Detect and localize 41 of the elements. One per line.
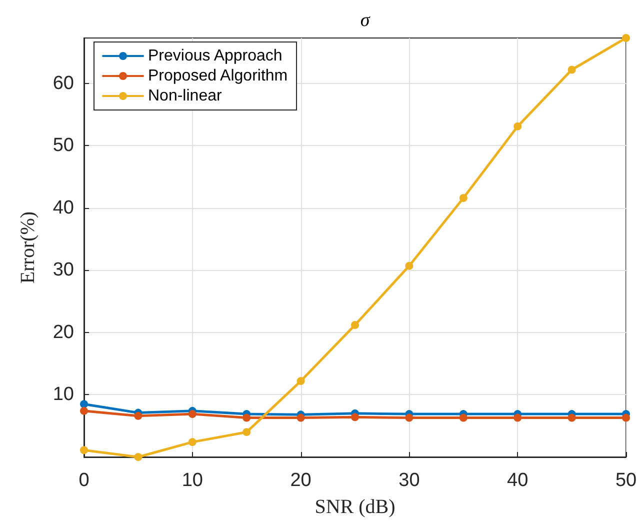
x-tick-label: 20	[290, 470, 312, 491]
x-tick-label: 40	[507, 470, 528, 491]
x-tick-label: 10	[182, 470, 203, 491]
y-axis-title: Error(%)	[17, 211, 39, 284]
x-axis-title: SNR (dB)	[314, 496, 396, 518]
x-tick-label: 30	[398, 470, 420, 491]
y-tick-label: 60	[52, 72, 74, 94]
point	[622, 414, 630, 422]
legend-label: Proposed Algorithm	[148, 68, 288, 84]
point	[568, 66, 576, 74]
point	[405, 414, 414, 422]
point	[351, 321, 359, 330]
point	[188, 438, 196, 446]
point	[351, 413, 359, 422]
y-tick-label: 30	[52, 260, 74, 281]
point	[134, 453, 142, 461]
point	[514, 122, 522, 130]
legend-label: Previous Approach	[148, 48, 282, 64]
legend-label: Non-linear	[148, 88, 222, 104]
chart-title: σ	[360, 10, 370, 31]
point	[80, 400, 88, 408]
y-tick-label: 50	[52, 135, 74, 156]
x-tick-label: 0	[78, 470, 90, 491]
point	[405, 262, 414, 270]
x-tick-label: 50	[615, 470, 637, 491]
point	[188, 410, 196, 418]
point	[242, 428, 251, 436]
point	[80, 446, 88, 454]
point	[296, 414, 305, 422]
point	[622, 34, 630, 42]
y-tick-label: 10	[52, 384, 74, 406]
point	[459, 194, 468, 202]
point	[296, 377, 305, 386]
point	[134, 412, 142, 420]
y-tick-label: 20	[52, 322, 74, 343]
point	[568, 414, 576, 422]
point	[514, 414, 522, 422]
point	[80, 406, 88, 415]
point	[459, 414, 468, 422]
point	[242, 414, 251, 422]
y-tick-label: 40	[52, 197, 74, 218]
